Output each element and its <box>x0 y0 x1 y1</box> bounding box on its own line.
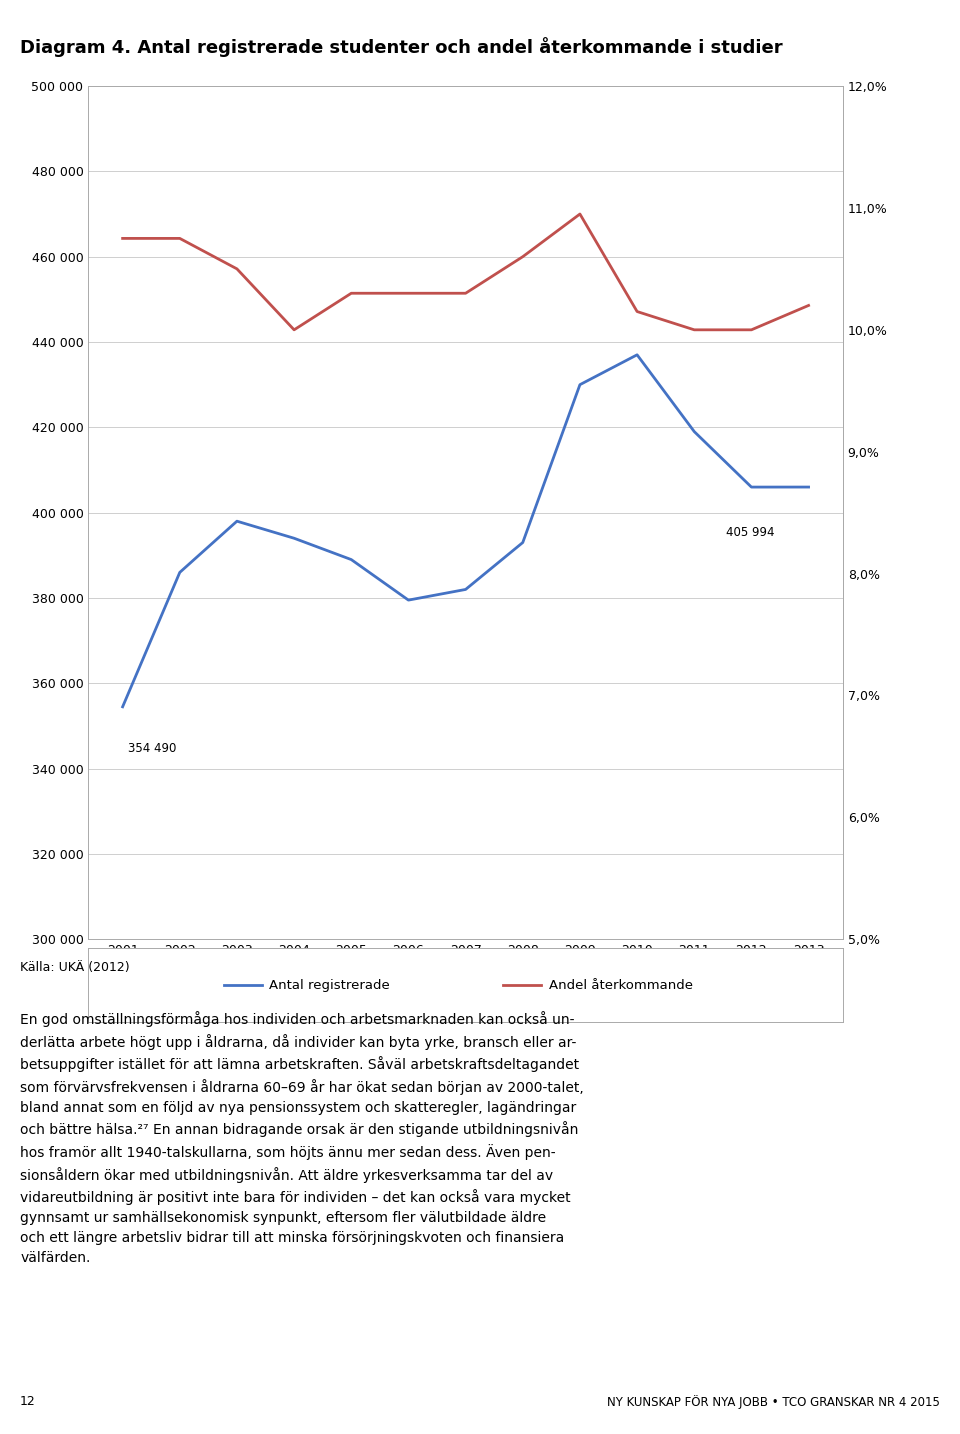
Text: Diagram 4. Antal registrerade studenter och andel återkommande i studier: Diagram 4. Antal registrerade studenter … <box>20 37 782 57</box>
Text: 405 994: 405 994 <box>726 526 774 539</box>
Text: 354 490: 354 490 <box>129 741 177 754</box>
Text: Andel återkommande: Andel återkommande <box>548 978 692 992</box>
Text: Antal registrerade: Antal registrerade <box>270 978 390 992</box>
Text: Källa: UKÄ (2012): Källa: UKÄ (2012) <box>20 961 130 974</box>
Text: NY KUNSKAP FÖR NYA JOBB • TCO GRANSKAR NR 4 2015: NY KUNSKAP FÖR NYA JOBB • TCO GRANSKAR N… <box>607 1395 940 1410</box>
Text: En god omställningsförmåga hos individen och arbetsmarknaden kan också un-
derlä: En god omställningsförmåga hos individen… <box>20 1011 584 1265</box>
Text: 12: 12 <box>20 1395 36 1408</box>
